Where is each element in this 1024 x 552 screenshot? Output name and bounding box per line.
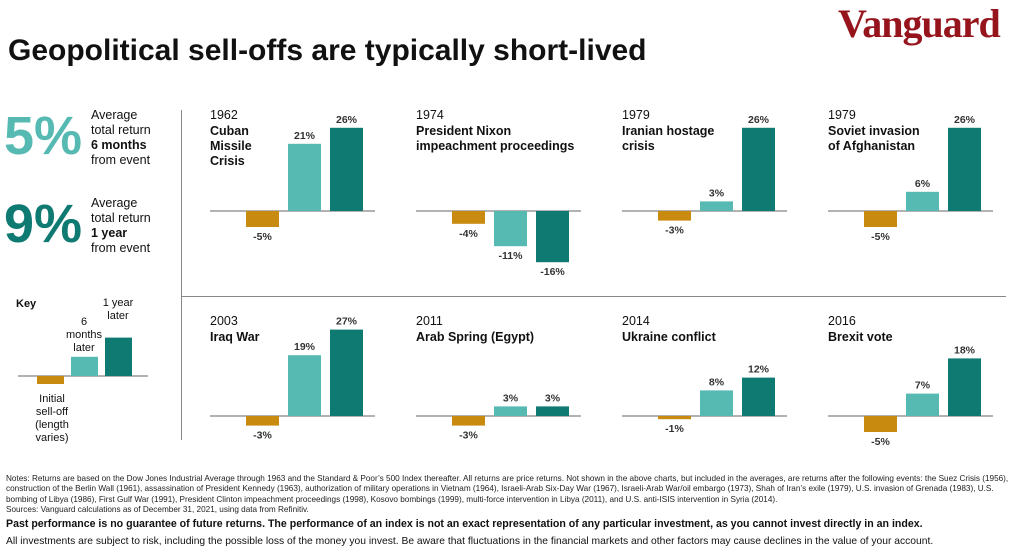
panel-event: Iraq War — [210, 330, 260, 344]
bar-value-label: -3% — [459, 430, 478, 442]
bar — [658, 211, 691, 221]
stat-period: 6 months — [91, 138, 147, 152]
panel-event: President Nixon impeachment proceedings — [416, 124, 575, 153]
key-bar — [71, 356, 98, 376]
bar-value-label: 19% — [294, 341, 316, 353]
stat-line: total return — [91, 211, 151, 225]
bar-value-label: -1% — [665, 423, 684, 435]
bar — [700, 201, 733, 211]
bar-value-label: 12% — [748, 364, 770, 376]
bar-value-label: -11% — [499, 250, 524, 262]
bar — [536, 406, 569, 416]
stat-line: Average — [91, 108, 138, 122]
bar-value-label: -5% — [253, 231, 272, 243]
bar-value-label: -3% — [253, 430, 272, 442]
bar-value-label: 26% — [954, 114, 976, 126]
panel-event: Iranian hostage crisis — [622, 124, 715, 153]
bar — [700, 390, 733, 416]
panel-event: Arab Spring (Egypt) — [416, 330, 535, 344]
panel-year: 1979 — [622, 108, 650, 122]
stat-period: 1 year — [91, 226, 128, 240]
panel-event: Cuban Missile Crisis — [210, 124, 252, 168]
bar — [246, 416, 279, 426]
disclaimer: All investments are subject to risk, inc… — [6, 536, 934, 547]
key-bar — [37, 376, 64, 384]
vanguard-logo: Vanguard — [838, 1, 1001, 46]
key-label-one-year: 1 year later — [102, 297, 134, 322]
bar — [906, 191, 939, 211]
divider-horizontal — [181, 296, 1006, 297]
stat-line: total return — [91, 123, 151, 137]
stat-value: 5% — [4, 106, 83, 166]
bar — [536, 211, 569, 263]
disclaimer-bold: Past performance is no guarantee of futu… — [6, 518, 923, 530]
notes-text: Notes: Returns are based on the Dow Jone… — [6, 474, 1009, 504]
bar — [330, 127, 363, 211]
key-bar — [105, 337, 132, 376]
bar — [864, 211, 897, 227]
page-title: Geopolitical sell-offs are typically sho… — [8, 34, 647, 67]
panel-year: 2016 — [828, 314, 856, 328]
bar — [330, 329, 363, 416]
bar — [742, 377, 775, 416]
stat-line: from event — [91, 241, 151, 255]
bar-value-label: 27% — [336, 316, 358, 328]
bar-value-label: 3% — [545, 392, 561, 404]
panel-year: 1979 — [828, 108, 856, 122]
key-label-six-months: 6 months later — [65, 316, 103, 354]
bar — [452, 416, 485, 426]
panel-event: Ukraine conflict — [622, 330, 716, 344]
sources-text: Sources: Vanguard calculations as of Dec… — [6, 504, 309, 514]
bar-value-label: 3% — [503, 392, 519, 404]
bar — [452, 211, 485, 224]
divider-vertical — [181, 110, 182, 440]
bar-value-label: 3% — [709, 187, 725, 199]
notes: Notes: Returns are based on the Dow Jone… — [6, 474, 1018, 515]
panel-year: 1962 — [210, 108, 238, 122]
panel-event: Brexit vote — [828, 330, 893, 344]
bar-value-label: -16% — [540, 266, 565, 278]
bar — [658, 416, 691, 420]
panel-year: 1974 — [416, 108, 444, 122]
key-label-initial: Initial sell-off (length varies) — [35, 393, 69, 444]
bar-value-label: 8% — [709, 376, 725, 388]
stat-description: Average total return 1 year from event — [91, 196, 211, 256]
bar-value-label: 6% — [915, 178, 931, 190]
panel-year: 2003 — [210, 314, 238, 328]
bar-value-label: 21% — [294, 130, 316, 142]
bar — [948, 358, 981, 416]
bar — [906, 393, 939, 416]
stat-description: Average total return 6 months from event — [91, 108, 211, 168]
bar-value-label: -3% — [665, 225, 684, 237]
key-title: Key — [16, 298, 37, 310]
bar-value-label: -4% — [459, 228, 478, 240]
bar — [288, 355, 321, 416]
bar — [864, 416, 897, 432]
bar — [494, 406, 527, 416]
bar — [494, 211, 527, 247]
bar — [948, 127, 981, 211]
bar-value-label: 26% — [336, 114, 358, 126]
bar-value-label: 26% — [748, 114, 770, 126]
bar — [288, 143, 321, 211]
stat-line: Average — [91, 196, 138, 210]
panel-event: Soviet invasion of Afghanistan — [828, 124, 920, 153]
bar-value-label: -5% — [871, 436, 890, 448]
bar-value-label: 7% — [915, 380, 931, 392]
stat-line: from event — [91, 153, 151, 167]
bar-value-label: 18% — [954, 344, 976, 356]
panel-year: 2014 — [622, 314, 650, 328]
stat-value: 9% — [4, 194, 83, 254]
bar — [742, 127, 775, 211]
panel-year: 2011 — [416, 314, 443, 328]
bar — [246, 211, 279, 227]
bar-value-label: -5% — [871, 231, 890, 243]
